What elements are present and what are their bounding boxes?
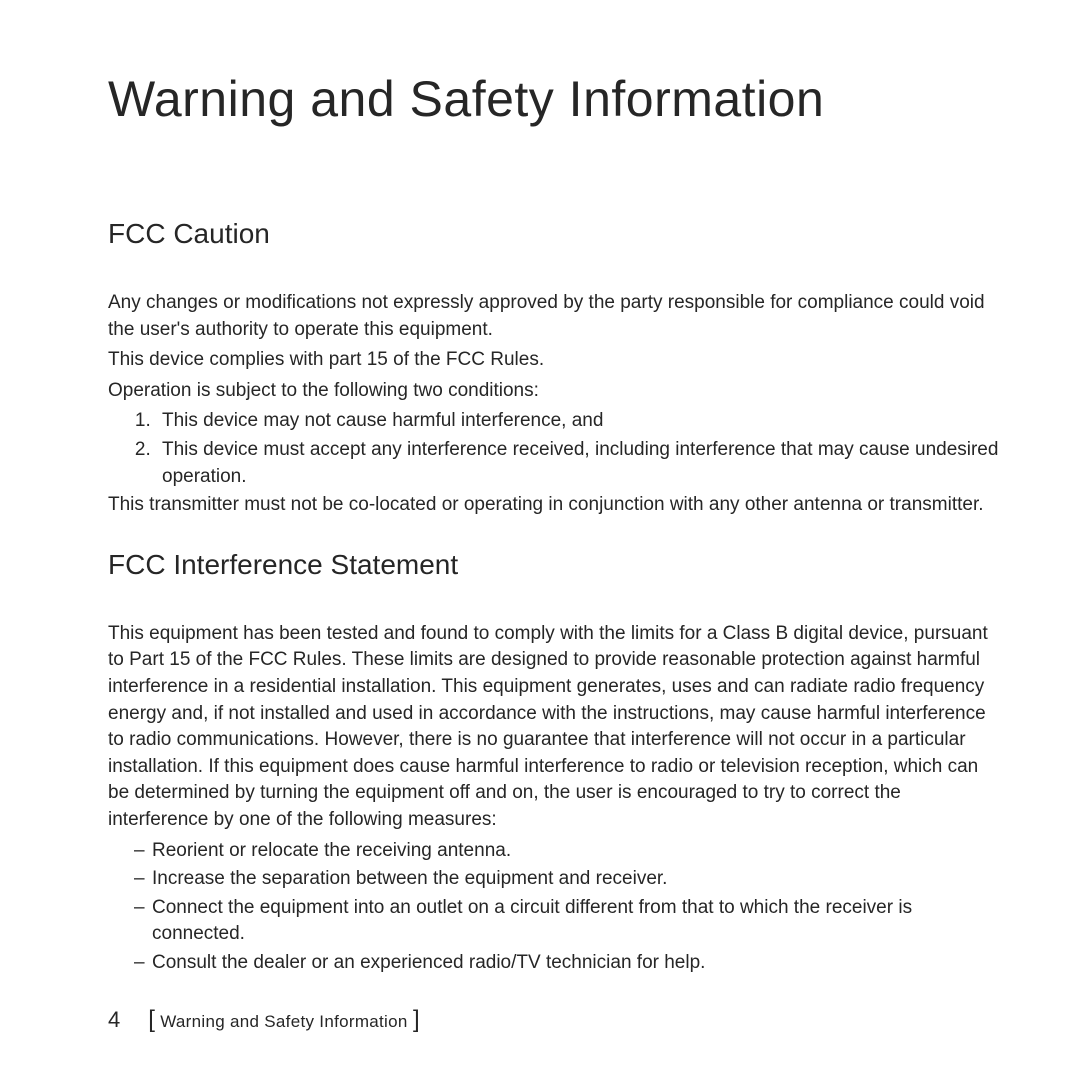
footer-bracket-label: [ Warning and Safety Information ] bbox=[148, 1006, 419, 1034]
list-item: Connect the equipment into an outlet on … bbox=[134, 895, 1000, 948]
bracket-close: ] bbox=[413, 1006, 420, 1033]
body-paragraph: Any changes or modifications not express… bbox=[108, 290, 1000, 343]
page-number: 4 bbox=[108, 1007, 120, 1033]
bracket-open: [ bbox=[148, 1006, 155, 1033]
section-heading-fcc-interference: FCC Interference Statement bbox=[108, 549, 1000, 581]
list-item: Consult the dealer or an experienced rad… bbox=[134, 950, 1000, 977]
section-heading-fcc-caution: FCC Caution bbox=[108, 218, 1000, 250]
body-paragraph: This equipment has been tested and found… bbox=[108, 621, 1000, 834]
list-item: Reorient or relocate the receiving anten… bbox=[134, 838, 1000, 865]
list-item: This device may not cause harmful interf… bbox=[156, 408, 1000, 435]
body-paragraph: Operation is subject to the following tw… bbox=[108, 378, 1000, 405]
numbered-list: This device may not cause harmful interf… bbox=[108, 408, 1000, 490]
page-footer: 4 [ Warning and Safety Information ] bbox=[108, 1006, 420, 1034]
body-paragraph: This device complies with part 15 of the… bbox=[108, 347, 1000, 374]
footer-label: Warning and Safety Information bbox=[160, 1012, 407, 1031]
page-title: Warning and Safety Information bbox=[108, 70, 1000, 128]
list-item: Increase the separation between the equi… bbox=[134, 866, 1000, 893]
body-paragraph: This transmitter must not be co-located … bbox=[108, 492, 1000, 519]
dash-list: Reorient or relocate the receiving anten… bbox=[108, 838, 1000, 977]
list-item: This device must accept any interference… bbox=[156, 437, 1000, 490]
document-page: Warning and Safety Information FCC Cauti… bbox=[0, 0, 1080, 1080]
